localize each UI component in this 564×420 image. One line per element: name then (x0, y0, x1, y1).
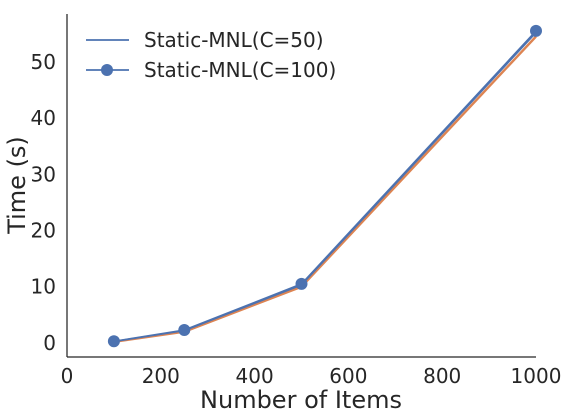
series-line-2 (113, 30, 537, 343)
x-tick-label: 400 (236, 364, 274, 388)
x-tick-label: 800 (423, 364, 461, 388)
y-tick-label: 40 (31, 106, 56, 130)
data-point-2-3 (530, 24, 542, 37)
legend-label-static-mnl-c50: Static-MNL(C=50) (144, 28, 324, 52)
data-point-2-1 (178, 324, 191, 336)
y-tick-label: 20 (31, 219, 56, 243)
y-tick-label: 10 (31, 275, 56, 299)
y-axis-title: Time (s) (3, 136, 31, 235)
x-tick-label: 1000 (511, 364, 562, 388)
data-point-2-2 (295, 277, 308, 290)
y-tick-label: 0 (43, 331, 56, 355)
x-tick-label: 200 (142, 364, 180, 388)
y-tick-labels: 0 10 20 30 40 50 (31, 50, 56, 355)
x-tick-label: 0 (61, 364, 74, 388)
x-tick-label: 600 (329, 364, 367, 388)
legend: Static-MNL(C=50) Static-MNL(C=100) (86, 28, 336, 82)
data-point-2-0 (107, 335, 120, 348)
legend-marker-static-mnl-c100 (101, 64, 113, 76)
legend-label-static-mnl-c100: Static-MNL(C=100) (144, 58, 336, 82)
x-tick-labels: 0 200 400 600 800 1000 (61, 364, 562, 388)
series-layer (107, 24, 542, 348)
y-tick-label: 50 (31, 50, 56, 74)
y-tick-label: 30 (31, 162, 56, 186)
series-line-0 (113, 35, 537, 343)
x-axis-title: Number of Items (200, 386, 402, 414)
